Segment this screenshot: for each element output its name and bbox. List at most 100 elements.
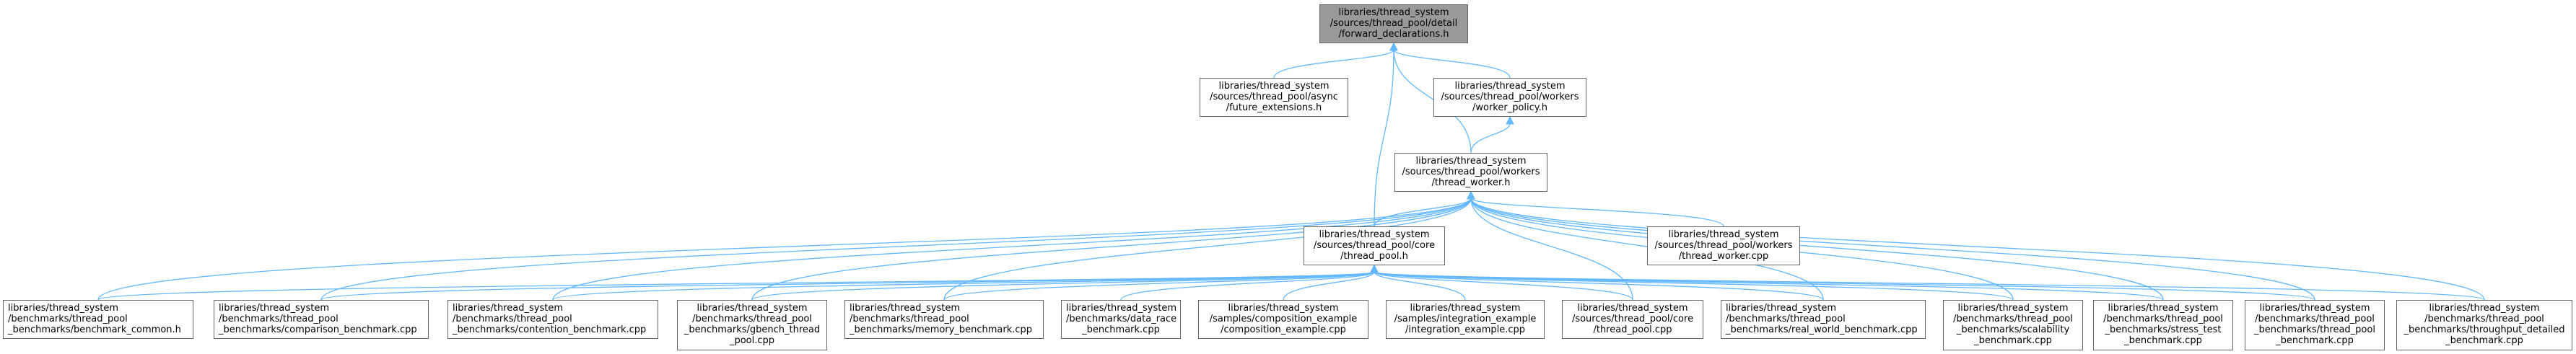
node-stress-test-benchmark-cpp[interactable]: libraries/thread_system /benchmarks/thre… [2093, 300, 2233, 350]
node-line: /sources/thread_pool/async [1210, 92, 1338, 102]
node-line: libraries/thread_system [2429, 303, 2540, 314]
edge-contention_benchmark_cpp-to-thread_pool_h [552, 271, 1375, 301]
node-composition-example-cpp[interactable]: libraries/thread_system /samples/composi… [1198, 300, 1368, 339]
edge-thread_worker_h-to-worker_policy_h [1470, 123, 1511, 154]
node-line: libraries/thread_system [2108, 303, 2219, 314]
edge-thread_pool_cpp-to-thread_pool_h [1374, 271, 1633, 301]
node-line: /sources/thread_pool/workers [1654, 240, 1793, 251]
node-contention-benchmark-cpp[interactable]: libraries/thread_system /benchmarks/thre… [447, 300, 658, 339]
node-line: /benchmarks/thread_pool [1726, 314, 1846, 324]
node-line: _benchmarks/benchmark_common.h [8, 324, 181, 335]
node-line: _benchmarks/memory_benchmark.cpp [850, 324, 1033, 335]
node-line: libraries/thread_system [1957, 303, 2069, 314]
node-line: /sources/thread_pool/detail [1330, 18, 1458, 29]
node-line: /benchmarks/thread_pool [850, 314, 969, 324]
edge-thread_pool_benchmark_cpp-to-thread_worker_h [1470, 198, 2315, 301]
node-line: /future_extensions.h [1226, 102, 1322, 113]
node-line: /forward_declarations.h [1338, 29, 1449, 40]
node-line: /sources/thread_pool/workers [1441, 92, 1579, 102]
node-line: /sources/thread_pool/core [1313, 240, 1436, 251]
edge-thread_pool_h-to-thread_worker_h [1374, 198, 1472, 227]
node-line: /benchmarks/thread_pool [453, 314, 572, 324]
node-thread-worker-h[interactable]: libraries/thread_system /sources/thread_… [1394, 153, 1547, 192]
node-line: /thread_worker.h [1431, 177, 1511, 188]
node-line: /samples/composition_example [1209, 314, 1358, 324]
node-line: /thread_pool.h [1340, 251, 1408, 262]
node-thread-worker-cpp[interactable]: libraries/thread_system /sources/thread_… [1647, 226, 1800, 265]
node-line: /benchmarks/data_race [1066, 314, 1177, 324]
node-line: libraries/thread_system [697, 303, 808, 314]
node-scalability-benchmark-cpp[interactable]: libraries/thread_system /benchmarks/thre… [1943, 300, 2083, 350]
edge-throughput_detailed_benchmark_cpp-to-thread_worker_h [1470, 198, 2485, 301]
node-line: /benchmarks/thread_pool [692, 314, 812, 324]
node-line: libraries/thread_system [1454, 81, 1566, 92]
node-comparison-benchmark-cpp[interactable]: libraries/thread_system /benchmarks/thre… [214, 300, 429, 339]
edge-gbench_thread_pool_cpp-to-thread_worker_h [751, 198, 1472, 301]
node-line: _benchmarks/comparison_benchmark.cpp [219, 324, 417, 335]
node-line: libraries/thread_system [453, 303, 564, 314]
node-line: libraries/thread_system [1410, 303, 1521, 314]
edge-memory_benchmark_cpp-to-thread_pool_h [943, 271, 1375, 301]
node-line: libraries/thread_system [1228, 303, 1339, 314]
edge-thread_pool_h-to-forward_declarations_h [1374, 49, 1394, 227]
edge-scalability_benchmark_cpp-to-thread_pool_h [1374, 271, 2014, 301]
node-line: _benchmarks/real_world_benchmark.cpp [1726, 324, 1918, 335]
node-line: _benchmarks/thread_pool [2254, 324, 2375, 335]
node-line: _benchmarks/stress_test [2105, 324, 2222, 335]
node-thread-pool-h[interactable]: libraries/thread_system /sources/thread_… [1304, 226, 1445, 265]
edge-gbench_thread_pool_cpp-to-thread_pool_h [751, 271, 1375, 301]
node-line: /benchmarks/thread_pool [1953, 314, 2073, 324]
node-thread-pool-benchmark-cpp[interactable]: libraries/thread_system /benchmarks/thre… [2245, 300, 2385, 350]
edge-integration_example_cpp-to-thread_pool_h [1374, 271, 1466, 301]
node-line: /worker_policy.h [1472, 102, 1547, 113]
node-throughput-detailed-benchmark-cpp[interactable]: libraries/thread_system /benchmarks/thre… [2396, 300, 2572, 350]
node-line: _benchmarks/scalability [1956, 324, 2070, 335]
edge-thread_pool_cpp-to-thread_worker_h [1470, 198, 1633, 301]
node-line: /thread_worker.cpp [1678, 251, 1769, 262]
node-benchmark-common-h[interactable]: libraries/thread_system /benchmarks/thre… [3, 300, 193, 339]
node-line: /sources/thread_pool/core [1571, 314, 1694, 324]
edge-throughput_detailed_benchmark_cpp-to-thread_pool_h [1374, 271, 2485, 301]
edge-arrowhead [1506, 115, 1514, 125]
node-line: /samples/integration_example [1394, 314, 1537, 324]
edge-comparison_benchmark_cpp-to-thread_pool_h [320, 271, 1375, 301]
node-line: _benchmarks/throughput_detailed [2403, 324, 2565, 335]
node-line: libraries/thread_system [1218, 81, 1330, 92]
node-line: libraries/thread_system [1066, 303, 1177, 314]
edge-thread_worker_h-to-forward_declarations_h [1393, 49, 1472, 154]
node-line: /benchmarks/thread_pool [8, 314, 128, 324]
node-gbench-thread-pool-cpp[interactable]: libraries/thread_system /benchmarks/thre… [677, 300, 827, 350]
node-line: libraries/thread_system [1338, 7, 1449, 18]
edge-arrowhead [1389, 42, 1398, 51]
edge-thread_worker_cpp-to-thread_worker_h [1470, 198, 1724, 227]
edge-arrowhead [1467, 190, 1475, 200]
edge-composition_example_cpp-to-thread_pool_h [1283, 271, 1375, 301]
node-future-extensions-h[interactable]: libraries/thread_system /sources/thread_… [1200, 78, 1348, 117]
node-real-world-benchmark-cpp[interactable]: libraries/thread_system /benchmarks/thre… [1721, 300, 1926, 339]
node-integration-example-cpp[interactable]: libraries/thread_system /samples/integra… [1386, 300, 1545, 339]
node-line: _pool.cpp [729, 335, 775, 346]
node-line: /sources/thread_pool/workers [1402, 167, 1540, 177]
node-thread-pool-cpp[interactable]: libraries/thread_system /sources/thread_… [1562, 300, 1703, 339]
edge-worker_policy_h-to-forward_declarations_h [1393, 49, 1511, 79]
node-memory-benchmark-cpp[interactable]: libraries/thread_system /benchmarks/thre… [844, 300, 1044, 339]
node-line: libraries/thread_system [1415, 156, 1527, 167]
node-line: _benchmark.cpp [1082, 324, 1160, 335]
node-line: _benchmarks/gbench_thread [684, 324, 821, 335]
edge-benchmark_common_h-to-thread_worker_h [97, 198, 1472, 301]
node-line: libraries/thread_system [1668, 229, 1779, 240]
node-line: _benchmark.cpp [2124, 335, 2202, 346]
node-worker-policy-h[interactable]: libraries/thread_system /sources/thread_… [1433, 78, 1586, 117]
node-line: /composition_example.cpp [1221, 324, 1346, 335]
edge-stress_test_benchmark_cpp-to-thread_pool_h [1374, 271, 2164, 301]
edge-stress_test_benchmark_cpp-to-thread_worker_h [1470, 198, 2164, 301]
node-data-race-benchmark-cpp[interactable]: libraries/thread_system /benchmarks/data… [1061, 300, 1181, 339]
node-line: /benchmarks/thread_pool [2103, 314, 2223, 324]
node-line: libraries/thread_system [2259, 303, 2370, 314]
node-line: _benchmark.cpp [2445, 335, 2523, 346]
edge-memory_benchmark_cpp-to-thread_worker_h [943, 198, 1472, 301]
node-line: libraries/thread_system [1726, 303, 1837, 314]
node-line: libraries/thread_system [1319, 229, 1430, 240]
